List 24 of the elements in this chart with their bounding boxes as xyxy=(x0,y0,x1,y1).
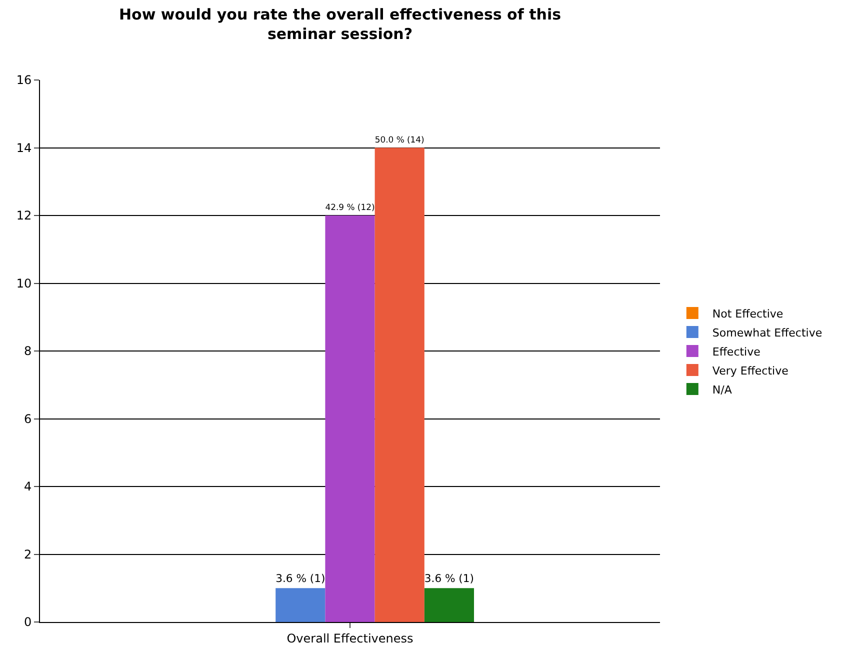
legend-label: Not Effective xyxy=(712,307,784,320)
bar xyxy=(374,148,424,622)
legend-label: Somewhat Effective xyxy=(712,326,822,340)
y-tick-label: 2 xyxy=(24,547,32,562)
data-label: 42.9 % (12) xyxy=(325,202,375,212)
bar xyxy=(276,588,326,622)
y-tick-label: 10 xyxy=(16,276,32,290)
legend-label: N/A xyxy=(712,383,732,396)
legend-label: Very Effective xyxy=(712,364,789,378)
bar xyxy=(424,588,474,622)
legend-label: Effective xyxy=(712,345,761,358)
chart-title: How would you rate the overall effectiveness of this seminar session? xyxy=(118,6,562,44)
data-label: 3.6 % (1) xyxy=(424,572,474,586)
data-label: 50.0 % (14) xyxy=(374,134,424,144)
y-tick-label: 4 xyxy=(24,480,32,494)
x-tick-label: Overall Effectiveness xyxy=(286,631,414,646)
y-tick-label: 12 xyxy=(16,208,32,223)
data-label: 3.6 % (1) xyxy=(276,572,326,586)
y-tick-label: 0 xyxy=(24,615,32,630)
y-tick-label: 8 xyxy=(24,344,32,358)
y-tick-label: 16 xyxy=(16,73,32,88)
y-tick-label: 6 xyxy=(24,412,32,426)
y-tick-label: 14 xyxy=(16,140,32,155)
bar xyxy=(325,216,375,622)
